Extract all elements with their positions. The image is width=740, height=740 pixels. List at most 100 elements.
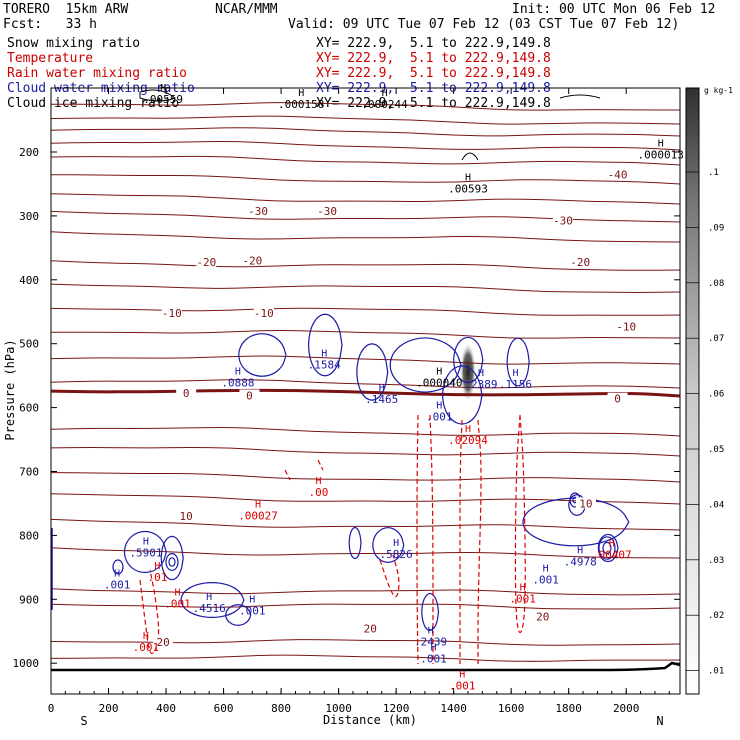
snow-maximum-label: .00559 xyxy=(143,93,183,106)
snow-maximum-label-h: H xyxy=(658,138,664,149)
temp-label-bg xyxy=(153,636,174,648)
y-axis-label: Pressure (hPa) xyxy=(3,339,17,440)
temperature-contour xyxy=(50,127,681,137)
colorbar-tick-label: .04 xyxy=(708,500,724,510)
temperature-label: 0 xyxy=(183,387,190,400)
temperature-label: 10 xyxy=(180,510,193,523)
temperature-label: 20 xyxy=(364,623,377,636)
cloud-water-contour xyxy=(160,535,184,581)
temp-label-bg xyxy=(239,389,260,401)
temperature-contour xyxy=(50,588,681,596)
x-tick-label: 800 xyxy=(271,702,291,715)
y-tick-label: 700 xyxy=(19,466,39,479)
temperature-label: -30 xyxy=(317,205,337,218)
temperature-contour xyxy=(50,603,681,610)
rain-maximum-label: .001 xyxy=(164,598,191,611)
rain-maximum-label: .001 xyxy=(449,679,476,692)
cloud-water-maximum-label: .5901 xyxy=(129,547,162,560)
temp-label-bg xyxy=(616,320,637,332)
cloud-water-maximum-label: .1584 xyxy=(308,359,341,372)
colorbar-ramp xyxy=(685,87,700,695)
temperature-contour xyxy=(50,231,681,243)
temp-label-bg xyxy=(532,610,553,622)
cloud-water-maximum-label: .001 xyxy=(420,653,447,666)
cloud-water-maximum-label: .4978 xyxy=(564,556,597,569)
y-tick-label: 900 xyxy=(19,593,39,606)
field-name-rain: Rain water mixing ratio xyxy=(7,66,188,81)
temp-label-bg xyxy=(570,255,591,267)
other-maximum-label: .000040 xyxy=(416,377,462,390)
temperature-contour xyxy=(50,193,681,205)
temp-label-bg xyxy=(607,168,628,180)
cloud-water-contour xyxy=(453,336,484,384)
rain-maximum-label: .001 xyxy=(133,641,160,654)
rain-maximum-label-h: H xyxy=(255,500,261,511)
temp-label-bg xyxy=(176,386,197,398)
snow-maximum-label-h: H xyxy=(160,83,166,94)
colorbar-tick-label: .01 xyxy=(708,667,724,677)
field-name-temperature: Temperature xyxy=(7,51,94,66)
cloud-water-contour xyxy=(372,527,405,563)
temp-label-bg xyxy=(575,497,596,509)
temperature-label: 0 xyxy=(246,389,253,402)
x-endpoint-south: S xyxy=(80,714,87,728)
cloud-water-maximum-label-h: H xyxy=(543,563,549,574)
x-tick-label: 2000 xyxy=(613,702,640,715)
forecast-hour: Fcst: 33 h xyxy=(3,17,97,32)
snow-maximum-label: .000158 xyxy=(278,98,324,111)
rain-maximum-label-h: H xyxy=(154,561,160,572)
rain-maximum-label-h: H xyxy=(520,583,526,594)
y-tick-label: 200 xyxy=(19,146,39,159)
x-tick-label: 1200 xyxy=(383,702,410,715)
colorbar-tick-label: .09 xyxy=(708,223,724,233)
cloud-water-maximum-label-h: H xyxy=(379,383,385,394)
y-tick-label: 500 xyxy=(19,338,39,351)
temperature-label: 20 xyxy=(157,636,170,649)
other-maximum-label-h: H xyxy=(436,367,442,378)
y-tick-label: 800 xyxy=(19,529,39,542)
temperature-contour xyxy=(50,115,681,125)
cloud-water-contour xyxy=(308,313,343,377)
temp-label-bg xyxy=(242,254,263,266)
cloud-water-maximum-label: .5826 xyxy=(380,548,413,561)
cloud-water-contour xyxy=(421,592,440,632)
valid-time: Valid: 09 UTC Tue 07 Feb 12 (03 CST Tue … xyxy=(288,17,680,32)
x-tick-label: 400 xyxy=(156,702,176,715)
colorbar-tick-label: .1 xyxy=(708,168,719,178)
field-name-snow: Snow mixing ratio xyxy=(7,36,141,51)
field-xy-cloud-ice: XY= 222.9, 5.1 to 222.9,149.8 xyxy=(316,96,551,111)
cloud-water-core xyxy=(598,536,616,560)
field-xy-snow: XY= 222.9, 5.1 to 222.9,149.8 xyxy=(316,36,551,51)
temp-label-bg xyxy=(360,622,381,634)
rain-contour xyxy=(459,419,463,664)
temperature-contour xyxy=(50,493,681,505)
freezing-level-contour xyxy=(50,388,681,398)
temp-label-bg xyxy=(196,255,217,267)
rain-maximum-label: .00027 xyxy=(238,510,278,523)
rain-contour xyxy=(139,569,160,654)
temperature-contour xyxy=(50,426,681,437)
x-tick-label: 200 xyxy=(99,702,119,715)
temperature-label: -10 xyxy=(162,307,182,320)
rain-contour xyxy=(284,469,291,481)
temperature-contour xyxy=(50,210,681,223)
cloud-water-maximum-label-h: H xyxy=(428,625,434,636)
cloud-water-maximum-label-h: H xyxy=(249,595,255,606)
cloud-water-contour xyxy=(356,343,389,401)
snow-contour xyxy=(139,89,176,102)
colorbar-tick-label: .05 xyxy=(708,445,724,455)
temp-label-bg xyxy=(552,214,573,226)
snow-maximum-label: .000013 xyxy=(638,148,684,161)
cloud-water-contour xyxy=(389,337,462,393)
x-tick-label: 1600 xyxy=(498,702,525,715)
rain-contour xyxy=(416,414,419,665)
cloud-water-maximum-label-h: H xyxy=(321,349,327,360)
y-tick-label: 1000 xyxy=(13,657,40,670)
cloud-water-maximum-label-h: H xyxy=(114,569,120,580)
temperature-contour xyxy=(50,379,681,389)
rain-maximum-label-h: H xyxy=(315,476,321,487)
cloud-water-maximum-label-h: H xyxy=(206,592,212,603)
cloud-water-contour xyxy=(348,526,362,560)
cloud-water-contour xyxy=(180,582,245,618)
rain-contour xyxy=(317,459,324,471)
